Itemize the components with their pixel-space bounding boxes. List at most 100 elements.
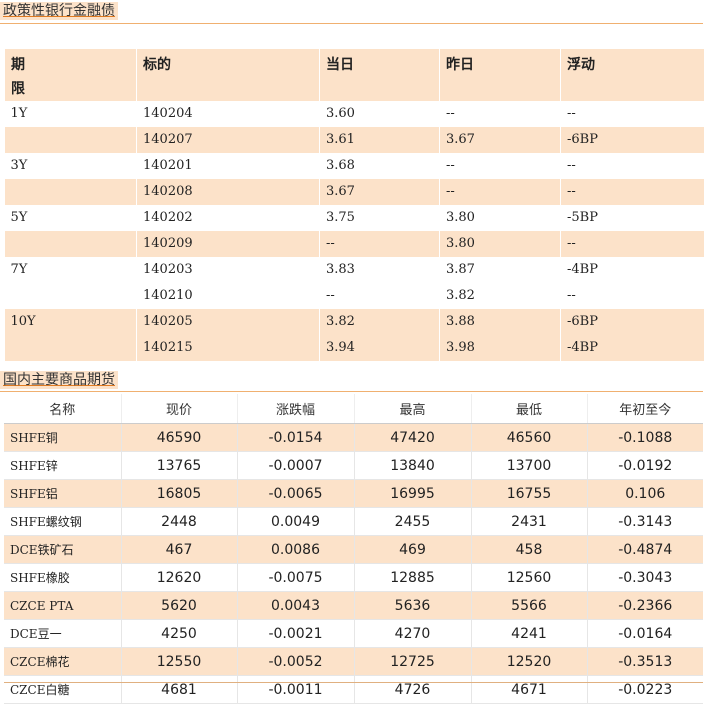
bond-change: -6BP xyxy=(567,314,598,329)
futures-low: 46560 xyxy=(470,423,587,452)
bond-row: 140207 3.61 3.67 -6BP xyxy=(4,127,704,153)
bond-yesterday: 3.87 xyxy=(446,262,475,277)
bond-row-group-10y: 10Y 140205 140215 3.82 3.94 3.88 3.98 -6… xyxy=(4,309,704,361)
futures-pct-change: -0.0052 xyxy=(236,647,354,676)
futures-high: 5636 xyxy=(353,591,471,620)
bond-today: 3.67 xyxy=(319,179,440,205)
bond-change: -- xyxy=(560,101,704,127)
bond-code: 140204 xyxy=(136,101,320,127)
header-change: 浮动 xyxy=(560,49,704,101)
bond-code-cell: 140205 140215 xyxy=(136,309,320,361)
futures-price: 16805 xyxy=(120,479,237,508)
futures-row: SHFE铜 46590 -0.0154 47420 46560 -0.1088 xyxy=(4,423,703,452)
bond-term: 10Y xyxy=(10,314,36,329)
futures-name: SHFE锌 xyxy=(4,451,121,480)
bond-change: -4BP xyxy=(567,262,598,277)
futures-name: DCE豆一 xyxy=(4,619,121,648)
header-high: 最高 xyxy=(353,394,471,424)
futures-row: CZCE棉花 12550 -0.0052 12725 12520 -0.3513 xyxy=(4,647,703,676)
header-today: 当日 xyxy=(319,49,440,101)
futures-pct-change: -0.0011 xyxy=(236,675,354,704)
futures-high: 16995 xyxy=(353,479,471,508)
futures-price: 5620 xyxy=(120,591,237,620)
bond-row: 140209 -- 3.80 -- xyxy=(4,231,704,257)
futures-row: DCE铁矿石 467 0.0086 469 458 -0.4874 xyxy=(4,535,703,564)
header-ytd: 年初至今 xyxy=(586,394,703,424)
futures-high: 4270 xyxy=(353,619,471,648)
bond-header-row: 期 限 标的 当日 昨日 浮动 xyxy=(4,49,704,101)
futures-high: 13840 xyxy=(353,451,471,480)
bond-yesterday: 3.98 xyxy=(446,340,475,355)
bond-term: 3Y xyxy=(4,153,137,179)
futures-ytd: -0.0223 xyxy=(586,675,703,704)
bond-code: 140201 xyxy=(136,153,320,179)
header-pct-change: 涨跌幅 xyxy=(236,394,354,424)
futures-ytd: -0.3513 xyxy=(586,647,703,676)
bond-change: -6BP xyxy=(560,127,704,153)
futures-pct-change: -0.0065 xyxy=(236,479,354,508)
futures-low: 12520 xyxy=(470,647,587,676)
futures-pct-change: -0.0007 xyxy=(236,451,354,480)
bond-row-group-7y: 7Y 140203 140210 3.83 -- 3.87 3.82 -4BP … xyxy=(4,257,704,309)
futures-price: 12620 xyxy=(120,563,237,592)
futures-ytd: -0.1088 xyxy=(586,423,703,452)
futures-ytd: -0.0192 xyxy=(586,451,703,480)
bond-yesterday-cell: 3.88 3.98 xyxy=(439,309,561,361)
futures-ytd: -0.0164 xyxy=(586,619,703,648)
bond-today: 3.75 xyxy=(319,205,440,231)
bonds-section-title: 政策性银行金融债 xyxy=(0,2,703,24)
bond-term: 1Y xyxy=(4,101,137,127)
bond-yesterday: -- xyxy=(439,153,561,179)
bond-change: -- xyxy=(560,231,704,257)
futures-price: 4250 xyxy=(120,619,237,648)
futures-name: SHFE橡胶 xyxy=(4,563,121,592)
futures-high: 12725 xyxy=(353,647,471,676)
futures-row: SHFE铝 16805 -0.0065 16995 16755 0.106 xyxy=(4,479,703,508)
futures-high: 12885 xyxy=(353,563,471,592)
bond-today: 3.61 xyxy=(319,127,440,153)
futures-table: 名称 现价 涨跌幅 最高 最低 年初至今 SHFE铜 46590 -0.0154… xyxy=(4,394,703,704)
header-term: 期 限 xyxy=(4,49,137,101)
bond-term-cell: 10Y xyxy=(4,309,137,361)
bond-term: 5Y xyxy=(4,205,137,231)
bond-table: 期 限 标的 当日 昨日 浮动 1Y 140204 3.60 -- -- 140… xyxy=(4,49,704,361)
futures-pct-change: 0.0043 xyxy=(236,591,354,620)
bond-term xyxy=(4,231,137,257)
futures-price: 12550 xyxy=(120,647,237,676)
bond-change: -5BP xyxy=(560,205,704,231)
bond-yesterday: 3.80 xyxy=(439,231,561,257)
bond-code: 140209 xyxy=(136,231,320,257)
bond-code: 140210 xyxy=(143,288,193,303)
futures-section-title-text: 国内主要商品期货 xyxy=(0,371,118,389)
futures-pct-change: -0.0075 xyxy=(236,563,354,592)
futures-ytd: -0.4874 xyxy=(586,535,703,564)
header-low: 最低 xyxy=(470,394,587,424)
futures-ytd: -0.2366 xyxy=(586,591,703,620)
bond-code: 140208 xyxy=(136,179,320,205)
bond-change: -4BP xyxy=(567,340,598,355)
header-code: 标的 xyxy=(136,49,320,101)
bond-yesterday: 3.67 xyxy=(439,127,561,153)
futures-row: SHFE锌 13765 -0.0007 13840 13700 -0.0192 xyxy=(4,451,703,480)
futures-high: 469 xyxy=(353,535,471,564)
futures-ytd: -0.3143 xyxy=(586,507,703,536)
bond-change: -- xyxy=(560,179,704,205)
futures-name: SHFE铜 xyxy=(4,423,121,452)
header-term-line1: 期 xyxy=(11,57,25,73)
futures-name: CZCE棉花 xyxy=(4,647,121,676)
futures-ytd: 0.106 xyxy=(586,479,703,508)
bond-today: 3.83 xyxy=(326,262,355,277)
futures-low: 2431 xyxy=(470,507,587,536)
header-term-line2: 限 xyxy=(11,81,25,97)
futures-high: 2455 xyxy=(353,507,471,536)
futures-section-title: 国内主要商品期货 xyxy=(0,371,703,392)
bond-row: 140208 3.67 -- -- xyxy=(4,179,704,205)
futures-low: 4241 xyxy=(470,619,587,648)
futures-price: 467 xyxy=(120,535,237,564)
bond-code-cell: 140203 140210 xyxy=(136,257,320,309)
futures-row: CZCE PTA 5620 0.0043 5636 5566 -0.2366 xyxy=(4,591,703,620)
futures-header-row: 名称 现价 涨跌幅 最高 最低 年初至今 xyxy=(4,394,703,424)
futures-name: SHFE螺纹钢 xyxy=(4,507,121,536)
bond-term xyxy=(11,283,137,309)
bond-yesterday: 3.88 xyxy=(446,314,475,329)
